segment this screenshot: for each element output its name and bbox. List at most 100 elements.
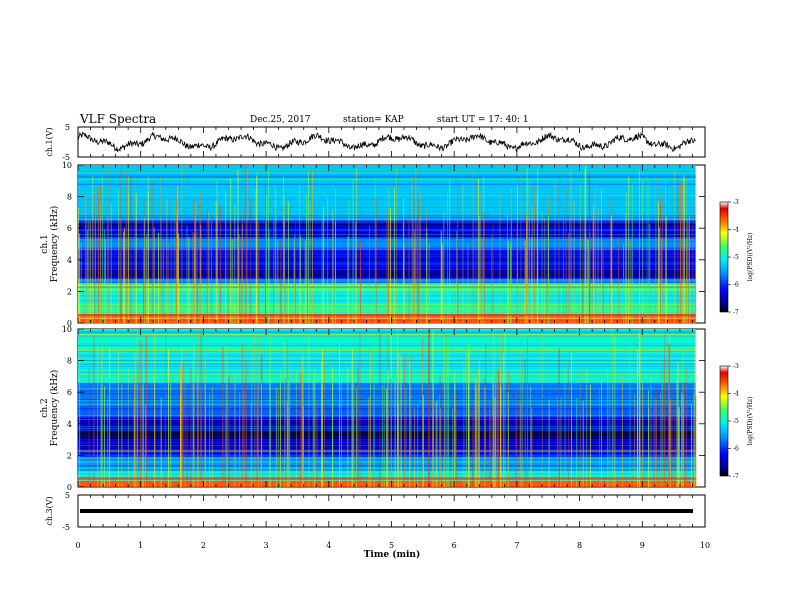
spectrogram-streak: [134, 175, 136, 323]
spectrogram-line: [78, 266, 696, 267]
spectrogram-streak: [585, 165, 587, 323]
spectrogram-streak: [373, 339, 375, 487]
spectrogram-streak: [398, 353, 400, 487]
spectrogram-line: [78, 258, 696, 260]
spectrogram-line: [78, 345, 696, 347]
spectrogram-line: [78, 350, 696, 352]
spectrogram-streak: [309, 203, 311, 323]
spectrogram-streak: [419, 191, 421, 323]
spectrogram-line: [78, 322, 696, 324]
spectrogram-streak: [241, 223, 243, 323]
spectrogram-line: [78, 335, 696, 337]
spectrogram-streak: [659, 227, 660, 323]
spectrogram-streak: [660, 392, 661, 487]
spectrogram-streak: [205, 341, 207, 487]
spectrogram-streak: [240, 236, 242, 323]
spectrogram-line: [78, 312, 696, 314]
header-station: station= KAP: [343, 115, 404, 125]
x-axis-tick-labels: 0 1 2 3 4 5 6 7 8 9 10: [75, 541, 710, 550]
spectrogram-streak: [661, 189, 663, 323]
spectrogram-line: [78, 343, 696, 345]
spectrogram-streak: [194, 235, 196, 323]
spectrogram-streak: [135, 193, 137, 323]
spectrogram-line: [78, 295, 696, 297]
header-date: Dec.25, 2017: [250, 115, 311, 125]
spectrogram-streak: [490, 403, 492, 487]
spectrogram-line: [78, 237, 696, 238]
ch1-colorbar: -3 -4 -5 -6 -7 log(PSD)(V²/Hz): [719, 199, 754, 316]
spectrogram-streak: [409, 361, 411, 487]
spectrogram-streak: [359, 330, 361, 487]
spectrogram-streak: [386, 207, 388, 323]
spectrogram-streak: [684, 178, 685, 323]
spectrogram-streak: [303, 405, 304, 487]
spectrogram-streak: [435, 402, 437, 487]
spectrogram-streak: [360, 241, 361, 323]
spectrogram-streak: [432, 399, 434, 487]
spectrogram-streak: [496, 347, 498, 487]
spectrogram-streak: [177, 207, 179, 323]
spectrogram-line: [78, 198, 696, 200]
spectrogram-streak: [143, 354, 144, 487]
spectrogram-line: [78, 249, 696, 251]
spectrogram-line: [78, 318, 696, 320]
x-tick-label: 6: [452, 541, 457, 550]
spectrogram-streak: [256, 385, 258, 487]
spectrogram-streak: [182, 362, 184, 487]
spectrogram-streak: [446, 344, 448, 487]
spectrogram-streak: [105, 239, 106, 323]
spectrogram-streak: [428, 243, 430, 323]
spectrogram-streak: [611, 329, 613, 487]
spectrogram-streak: [390, 378, 392, 487]
spectrogram-streak: [293, 241, 295, 323]
spectrogram-streak: [289, 347, 291, 487]
spectrogram-streak: [300, 373, 302, 487]
ch1-waveform-panel: 5 -5 ch.1(V): [45, 123, 706, 162]
freq-tick-label: 4: [67, 256, 72, 265]
spectrogram-streak: [661, 370, 663, 487]
spectrogram-streak: [327, 198, 329, 323]
spectrogram-streak: [99, 206, 101, 323]
spectrogram-line: [78, 229, 696, 231]
spectrogram-line: [78, 340, 696, 342]
spectrogram-streak: [576, 398, 578, 487]
spectrogram-streak: [447, 193, 448, 323]
spectrogram-streak: [478, 368, 480, 487]
spectrogram-streak: [625, 214, 627, 323]
spectrogram-streak: [144, 404, 146, 487]
spectrogram-streak: [660, 201, 661, 323]
spectrogram-streak: [655, 398, 657, 487]
spectrogram-streak: [288, 365, 290, 487]
spectrogram-streak: [405, 388, 407, 487]
spectrogram-streak: [472, 406, 474, 487]
ch1-spectrogram-panel: 0 2 4 6 8 10 ch.1 Frequency (kHz): [40, 161, 706, 328]
spectrogram-streak: [467, 243, 469, 323]
spectrogram-line: [78, 297, 696, 299]
spectrogram-streak: [560, 397, 562, 487]
spectrogram-streak: [548, 215, 549, 323]
freq-tick-label: 4: [67, 420, 72, 429]
spectrogram-streak: [452, 407, 453, 487]
spectrogram-streak: [316, 399, 318, 487]
spectrogram-streak: [119, 168, 121, 323]
spectrogram-streak: [634, 394, 636, 487]
spectrogram-streak: [413, 242, 415, 323]
spectrogram-streak: [492, 331, 494, 487]
spectrogram-streak: [531, 237, 533, 323]
spectrogram-streak: [127, 193, 129, 323]
spectrogram-streak: [314, 370, 316, 487]
spectrogram-streak: [178, 233, 179, 323]
spectrogram-streak: [676, 382, 678, 487]
spectrogram-streak: [295, 369, 297, 487]
spectrogram-streak: [283, 175, 284, 323]
spectrogram-streak: [118, 350, 119, 487]
spectrogram-line: [78, 347, 696, 348]
spectrogram-streak: [584, 169, 586, 323]
colorbar-tick-label: -7: [733, 473, 739, 480]
spectrogram-streak: [600, 189, 602, 323]
spectrogram-streak: [227, 226, 229, 323]
spectrogram-streak: [109, 346, 111, 487]
spectrogram-streak: [497, 370, 499, 487]
spectrogram-streak: [588, 239, 589, 323]
spectrogram-streak: [526, 166, 528, 323]
